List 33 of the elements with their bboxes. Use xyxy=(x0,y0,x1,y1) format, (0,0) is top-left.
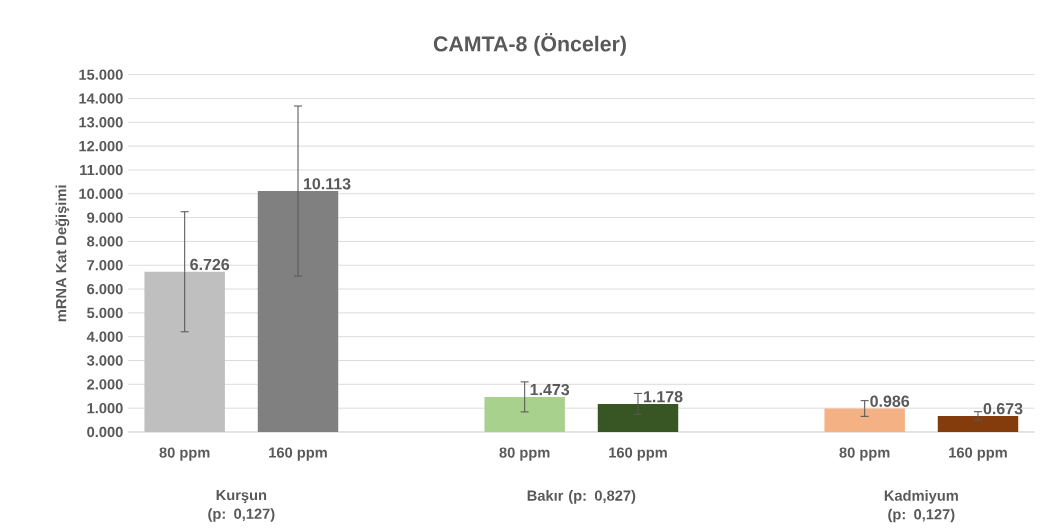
data-label: 6.726 xyxy=(190,258,230,271)
y-tick-label: 5.000 xyxy=(87,307,123,319)
y-tick-label: 0.000 xyxy=(87,426,123,438)
y-tick-label: 7.000 xyxy=(87,260,123,271)
y-tick-label: 13.000 xyxy=(79,117,123,128)
y-axis-title: mRNA Kat Değişimi xyxy=(55,185,70,322)
data-label: 1.473 xyxy=(530,383,570,396)
data-label: 0.986 xyxy=(870,395,910,407)
text: Kurşun (p: 0,127) xyxy=(208,490,275,522)
x-tick-label: 160 ppm xyxy=(609,447,667,461)
x-tick-label: 160 ppm xyxy=(269,447,327,461)
y-tick-label: 4.000 xyxy=(86,331,123,342)
y-tick-label: 1.000 xyxy=(87,402,123,414)
y-tick-label: 15.000 xyxy=(79,69,123,80)
x-tick-label: 80 ppm xyxy=(499,447,550,461)
data-label: 0.673 xyxy=(983,403,1023,415)
x-tick-label: 160 ppm xyxy=(949,447,1007,461)
y-tick-label: 12.000 xyxy=(79,140,123,152)
text: Kadmiyum (p: 0,127) xyxy=(884,490,958,523)
x-tick-label: 80 ppm xyxy=(159,447,210,461)
y-tick-label: 9.000 xyxy=(87,212,123,223)
y-tick-label: 11.000 xyxy=(80,164,123,176)
data-label: 10.113 xyxy=(304,178,351,190)
y-tick-label: 8.000 xyxy=(87,236,123,247)
x-tick-label: 80 ppm xyxy=(839,447,890,461)
text: Bakır (p: 0,827) xyxy=(527,490,636,504)
data-label: 1.178 xyxy=(644,391,683,403)
y-tick-label: 3.000 xyxy=(86,355,123,366)
y-tick-label: 6.000 xyxy=(87,283,123,295)
chart-title: CAMTA-8 (Önceler) xyxy=(433,33,626,56)
y-tick-label: 14.000 xyxy=(79,93,123,104)
y-tick-label: 2.000 xyxy=(87,379,123,390)
y-tick-label: 10.000 xyxy=(79,188,123,199)
